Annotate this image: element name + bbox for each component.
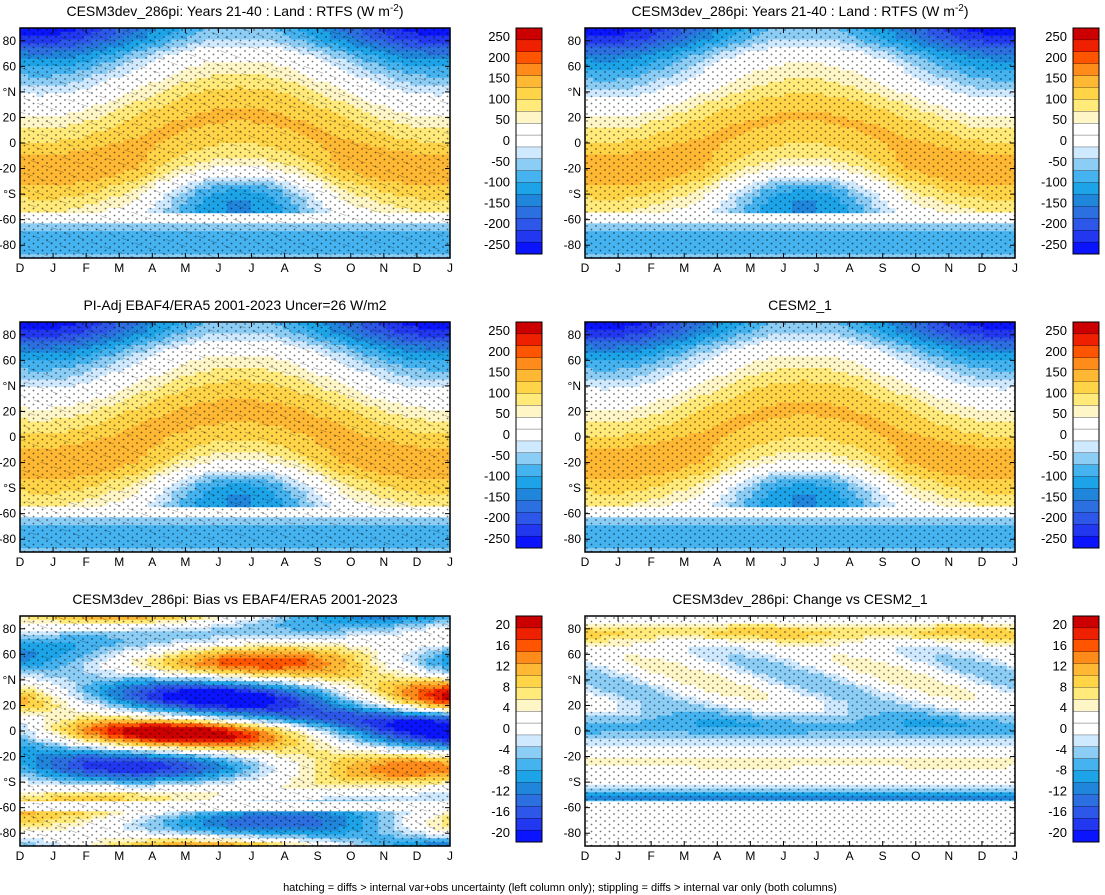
x-tick-label: D	[413, 261, 422, 275]
colorbar-swatch	[515, 134, 543, 148]
colorbar-label: -200	[484, 216, 510, 231]
x-tick-label: S	[314, 261, 322, 275]
colorbar-swatch	[515, 27, 543, 41]
y-axis: 80 60 °N 20 0 -20 °S -60 -80	[0, 34, 450, 252]
colorbar-swatch	[515, 218, 543, 231]
colorbar-swatch	[515, 39, 543, 53]
colorbar-swatch	[515, 99, 543, 112]
x-tick-label: J	[215, 261, 221, 275]
hatch-overlay	[20, 28, 450, 258]
y-tick-label: 0	[9, 136, 16, 150]
colorbar-swatch	[515, 63, 543, 77]
x-tick-label: F	[82, 261, 89, 275]
panels-layer: CESM3dev_286pi: Years 21-40 : Land : RTF…	[0, 3, 1100, 863]
title-superscript: -2	[955, 3, 964, 14]
colorbar-swatch	[515, 230, 543, 243]
x-tick-label: J	[50, 261, 56, 275]
x-tick-label: A	[281, 261, 289, 275]
title-superscript: -2	[390, 3, 399, 14]
panel-1: CESM3dev_286pi: Years 21-40 : Land : RTF…	[0, 3, 543, 275]
x-tick-label: M	[114, 261, 124, 275]
colorbar: 250 200 150 100 50 0 -50 -100 -150 -200 -250	[484, 27, 543, 255]
colorbar-swatch	[515, 123, 543, 136]
colorbar-swatch	[515, 158, 543, 172]
colorbar-label: 50	[496, 112, 510, 127]
y-tick-label: °N	[3, 85, 16, 99]
colorbar-swatch	[515, 111, 543, 124]
y-tick-label: 60	[3, 59, 17, 73]
title-end: )	[399, 3, 404, 19]
colorbar-label: 150	[488, 71, 510, 86]
colorbar-swatch	[515, 182, 543, 195]
x-tick-label: O	[346, 261, 355, 275]
colorbar-frame	[515, 27, 543, 255]
y-tick-label: 80	[3, 34, 17, 48]
colorbar-label: 250	[488, 29, 510, 44]
panel-title: CESM3dev_286pi: Years 21-40 : Land : RTF…	[631, 3, 968, 19]
colorbar-swatch	[515, 87, 543, 100]
y-tick-label: -20	[0, 162, 16, 176]
x-tick-label: N	[380, 261, 389, 275]
x-tick-label: J	[249, 261, 255, 275]
x-tick-label: J	[447, 261, 453, 275]
colorbar-swatch	[515, 206, 543, 219]
y-tick-label: -60	[0, 213, 16, 227]
y-tick-label: 20	[3, 110, 17, 124]
x-tick-label: D	[16, 261, 25, 275]
colorbar-label: -150	[484, 195, 510, 210]
colorbar-swatch	[515, 241, 543, 255]
colorbar-label: -250	[484, 237, 510, 252]
x-tick-label: M	[180, 261, 190, 275]
y-tick-label: -80	[0, 238, 16, 252]
panel-2: CESM3dev_286pi: Years 21-40 : Land : RTF…	[564, 3, 1100, 275]
y-tick-label: °S	[3, 187, 16, 201]
panel-title: CESM3dev_286pi: Years 21-40 : Land : RTF…	[66, 3, 403, 19]
colorbar-swatch	[515, 146, 543, 160]
colorbar-label: 200	[488, 50, 510, 65]
colorbar-label: 100	[488, 91, 510, 106]
colorbar-swatch	[515, 51, 543, 65]
colorbar-label: -100	[484, 175, 510, 190]
colorbar-label: 0	[503, 133, 510, 148]
colorbar-swatch	[515, 75, 543, 88]
colorbar-label: -50	[491, 154, 510, 169]
x-tick-label: A	[148, 261, 156, 275]
colorbar-swatch	[515, 194, 543, 207]
title-end: )	[964, 3, 969, 19]
colorbar-swatch	[515, 170, 543, 184]
